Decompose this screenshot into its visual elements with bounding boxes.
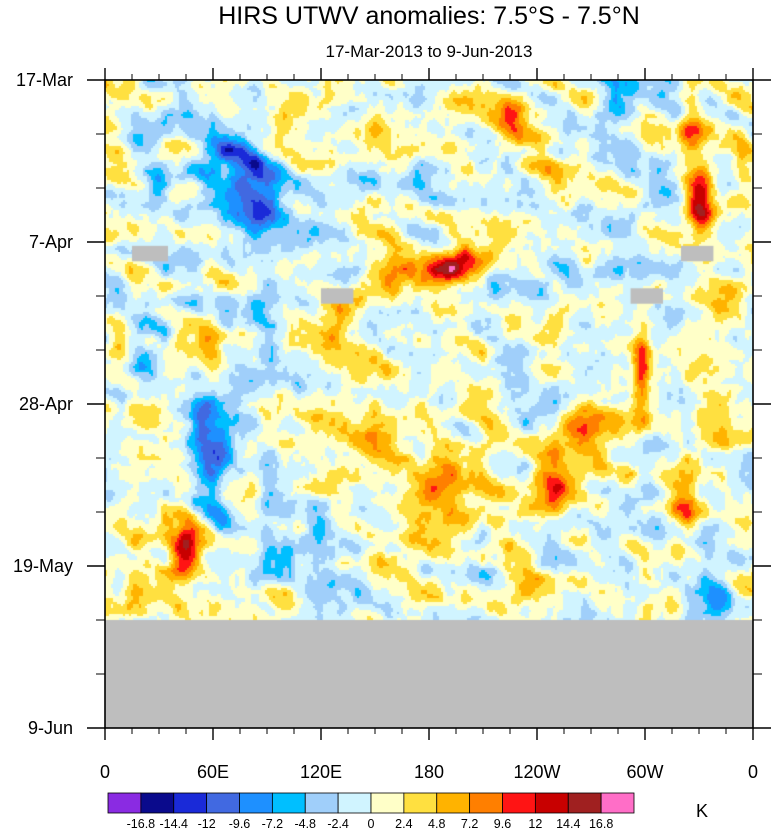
colorbar-label: 4.8 (428, 817, 445, 830)
colorbar-label: 2.4 (395, 817, 412, 830)
colorbar-label: 7.2 (461, 817, 478, 830)
y-tick-label: 28-Apr (19, 394, 73, 414)
colorbar-label: -16.8 (127, 817, 156, 830)
colorbar-swatch (107, 792, 142, 814)
x-tick-label: 0 (748, 762, 758, 782)
colorbar-swatch (239, 792, 273, 814)
colorbar-label: -4.8 (294, 817, 316, 830)
x-axis: 0 60E 120E 180 120W 60W 0 (100, 68, 758, 782)
colorbar: -16.8 -14.4 -12 -9.6 -7.2 -4.8 -2.4 0 2.4 4.8 7.2 9… (107, 792, 635, 830)
colorbar-unit: K (696, 801, 708, 821)
x-tick-label: 120E (300, 762, 342, 782)
colorbar-label: -12 (198, 817, 216, 830)
chart-subtitle: 17-Mar-2013 to 9-Jun-2013 (326, 42, 533, 61)
colorbar-label: 14.4 (556, 817, 580, 830)
colorbar-label: -9.6 (229, 817, 251, 830)
y-tick-label: 7-Apr (29, 232, 73, 252)
x-tick-label: 60E (197, 762, 229, 782)
colorbar-swatch (173, 792, 208, 814)
colorbar-swatch (534, 792, 569, 814)
colorbar-label: 12 (528, 817, 542, 830)
colorbar-swatch (436, 792, 471, 814)
x-tick-label: 0 (100, 762, 110, 782)
colorbar-swatch (403, 792, 438, 814)
y-tick-label: 17-Mar (16, 70, 73, 90)
colorbar-label: 16.8 (589, 817, 613, 830)
colorbar-label: 0 (368, 817, 375, 830)
x-tick-label: 180 (414, 762, 444, 782)
y-tick-label: 9-Jun (28, 718, 73, 738)
colorbar-label: 9.6 (494, 817, 511, 830)
y-axis: 17-Mar 7-Apr 28-Apr 19-May 9-Jun (13, 70, 771, 738)
heatmap-field (105, 80, 753, 728)
colorbar-swatch (140, 792, 175, 814)
colorbar-swatch (271, 792, 306, 814)
colorbar-label: -2.4 (327, 817, 349, 830)
colorbar-swatch (370, 792, 405, 814)
colorbar-swatch (469, 792, 503, 814)
plot-area (104, 79, 754, 729)
colorbar-swatch (600, 792, 635, 814)
x-tick-label: 120W (513, 762, 560, 782)
colorbar-swatch (502, 792, 536, 814)
colorbar-swatch (567, 792, 602, 814)
chart-title: HIRS UTWV anomalies: 7.5°S - 7.5°N (218, 2, 640, 30)
x-tick-label: 60W (626, 762, 663, 782)
colorbar-label: -14.4 (160, 817, 189, 830)
colorbar-swatch (304, 792, 339, 814)
colorbar-swatch (206, 792, 240, 814)
colorbar-swatch (337, 792, 372, 814)
y-tick-label: 19-May (13, 556, 73, 576)
colorbar-label: -7.2 (262, 817, 284, 830)
